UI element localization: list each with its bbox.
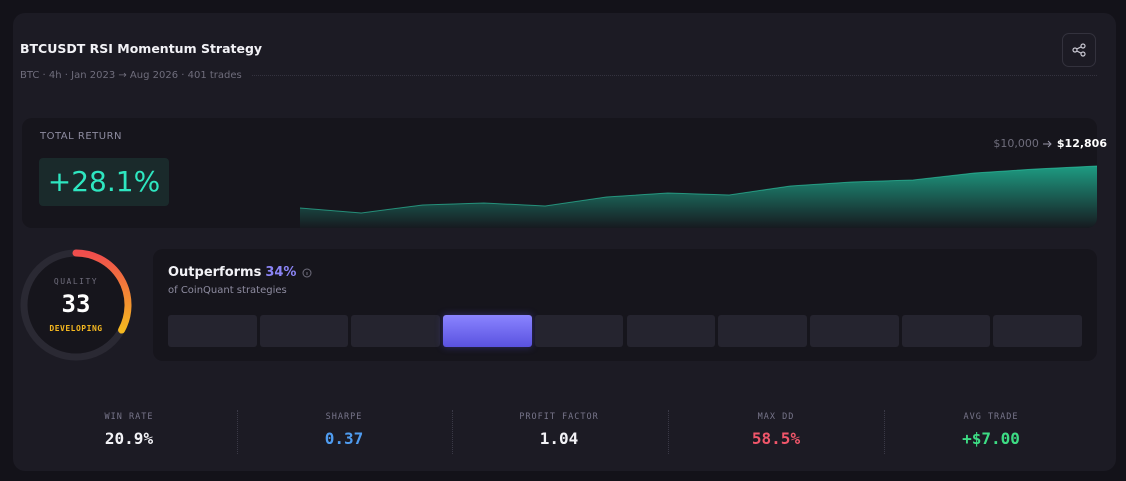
quality-label: QUALITY xyxy=(53,277,99,286)
percentile-segment xyxy=(901,315,991,347)
strategy-card xyxy=(13,13,1116,471)
percentile-segment xyxy=(351,315,441,347)
metric-value: 20.9% xyxy=(104,429,154,448)
share-icon xyxy=(1072,43,1086,57)
percentile-segment xyxy=(993,315,1082,347)
metric-value: 1.04 xyxy=(539,429,579,448)
return-label: TOTAL RETURN xyxy=(40,131,123,142)
share-button[interactable] xyxy=(1062,33,1096,67)
title: BTCUSDT RSI Momentum Strategy xyxy=(20,41,263,56)
percentile-value: 34% xyxy=(265,265,297,280)
gauge-bg xyxy=(21,250,131,360)
percentile-label: Outperforms xyxy=(168,265,262,280)
metric-label: PROFIT FACTOR xyxy=(519,412,599,422)
divider xyxy=(252,75,1097,76)
metric-label: MAX DD xyxy=(757,412,795,422)
metric-separator xyxy=(452,410,453,454)
start-balance: $10,000 xyxy=(993,137,1039,150)
percentile-segment xyxy=(626,315,716,347)
return-box xyxy=(39,158,169,206)
gauge-arc xyxy=(72,249,132,334)
return-value: +28.1% xyxy=(47,165,161,198)
percentile-segment xyxy=(809,315,899,347)
percentile-segment xyxy=(534,315,624,347)
subtitle: BTC · 4h · Jan 2023 → Aug 2026 · 401 tra… xyxy=(20,70,242,81)
end-balance: $12,806 xyxy=(1056,137,1107,150)
metric-separator xyxy=(884,410,885,454)
metric-separator xyxy=(237,410,238,454)
metric-value: 0.37 xyxy=(324,429,364,448)
quality-score: 33 xyxy=(61,290,91,318)
percentile-heading: Outperforms 34% xyxy=(168,265,314,280)
metric-separator xyxy=(668,410,669,454)
metric-value: +$7.00 xyxy=(962,429,1020,448)
metric-label: WIN RATE xyxy=(104,412,154,422)
equity-line xyxy=(299,165,1097,214)
percentile-caption: of CoinQuant strategies xyxy=(168,285,287,296)
quality-status: DEVELOPING xyxy=(49,324,103,333)
metric-label: SHARPE xyxy=(325,412,363,422)
quality-gauge xyxy=(20,249,132,361)
percentile-marker xyxy=(443,315,532,347)
percentile-segment xyxy=(718,315,807,347)
return-range: $10,000 $12,806 xyxy=(993,137,1107,150)
equity-area xyxy=(300,166,1097,228)
metric-value: 58.5% xyxy=(751,429,801,448)
equity-sparkline xyxy=(299,165,1097,228)
return-panel xyxy=(22,118,1097,228)
info-icon[interactable] xyxy=(300,266,314,280)
percentile-segment xyxy=(168,315,257,347)
metric-label: AVG TRADE xyxy=(963,412,1019,422)
arrow-icon xyxy=(1042,140,1052,147)
percentile-segment xyxy=(259,315,349,347)
